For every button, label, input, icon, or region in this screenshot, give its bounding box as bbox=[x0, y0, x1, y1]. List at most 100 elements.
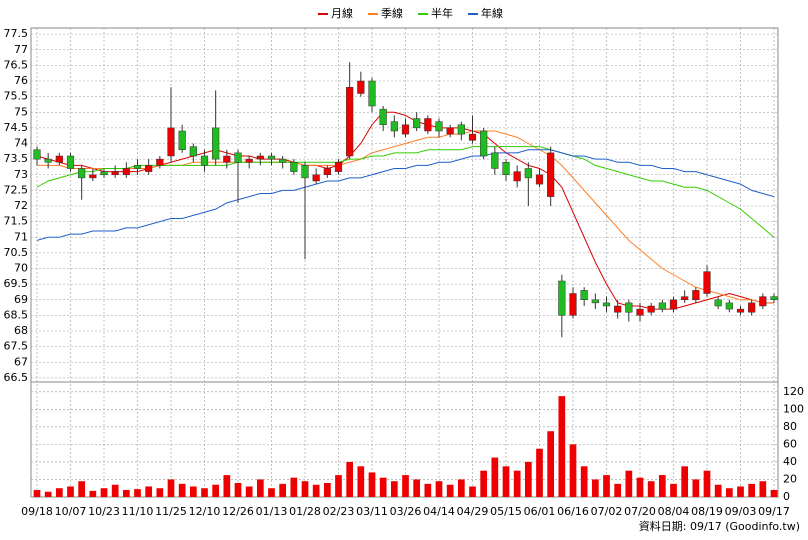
volume-bar bbox=[44, 491, 52, 497]
y-tick-label: 75 bbox=[14, 105, 28, 118]
candle-body bbox=[480, 130, 488, 157]
volume-bar bbox=[725, 488, 733, 497]
volume-bar bbox=[346, 461, 354, 497]
x-tick-label: 11/25 bbox=[155, 505, 187, 518]
candle-body bbox=[457, 124, 465, 135]
x-tick-label: 06/01 bbox=[524, 505, 556, 518]
candle-body bbox=[78, 168, 86, 179]
candle-body bbox=[725, 302, 733, 310]
volume-bar bbox=[145, 486, 153, 497]
x-tick-label: 10/23 bbox=[88, 505, 120, 518]
volume-bar bbox=[212, 484, 220, 497]
candle-body bbox=[346, 87, 354, 157]
x-tick-label: 04/29 bbox=[457, 505, 489, 518]
volume-bar bbox=[167, 479, 175, 497]
volume-bar bbox=[547, 431, 555, 497]
y-tick-label: 70 bbox=[14, 262, 28, 275]
candle-body bbox=[178, 130, 186, 150]
candle-body bbox=[290, 162, 298, 172]
candle-body bbox=[614, 305, 622, 313]
candle-body bbox=[681, 296, 689, 300]
candle-body bbox=[245, 158, 253, 163]
volume-bar bbox=[100, 488, 108, 497]
x-tick-label: 03/26 bbox=[390, 505, 422, 518]
volume-bar bbox=[569, 444, 577, 497]
volume-bar bbox=[647, 481, 655, 497]
candle-body bbox=[547, 152, 555, 197]
candle-body bbox=[89, 174, 97, 179]
volume-tick-label: 80 bbox=[783, 420, 797, 433]
volume-bar bbox=[759, 481, 767, 497]
y-tick-label: 71 bbox=[14, 230, 28, 243]
candle-body bbox=[703, 271, 711, 294]
candle-body bbox=[748, 302, 756, 313]
candle-body bbox=[323, 168, 331, 175]
volume-bar bbox=[323, 482, 331, 497]
candle-body bbox=[189, 146, 197, 157]
x-tick-label: 09/17 bbox=[758, 505, 790, 518]
candle-body bbox=[524, 168, 532, 179]
volume-bar bbox=[245, 486, 253, 497]
candle-body bbox=[413, 118, 421, 129]
y-tick-label: 70.5 bbox=[4, 246, 29, 259]
candle-body bbox=[223, 155, 231, 163]
x-tick-label: 03/11 bbox=[356, 505, 388, 518]
volume-bar bbox=[234, 482, 242, 497]
candle-body bbox=[625, 302, 633, 313]
volume-bar bbox=[201, 488, 208, 497]
volume-bar bbox=[737, 486, 744, 497]
x-tick-label: 07/02 bbox=[591, 505, 623, 518]
y-tick-label: 68.5 bbox=[4, 308, 29, 321]
x-tick-label: 11/10 bbox=[122, 505, 154, 518]
x-tick-label: 12/10 bbox=[189, 505, 221, 518]
x-tick-label: 09/18 bbox=[21, 505, 53, 518]
volume-bar bbox=[591, 479, 599, 497]
volume-bar bbox=[614, 483, 622, 497]
volume-bar bbox=[692, 479, 700, 497]
moving-average-line bbox=[36, 149, 775, 241]
y-tick-label: 73.5 bbox=[4, 152, 29, 165]
x-tick-label: 09/03 bbox=[725, 505, 757, 518]
candle-body bbox=[156, 158, 164, 166]
volume-bar bbox=[435, 481, 443, 497]
x-tick-label: 02/23 bbox=[323, 505, 355, 518]
volume-bar bbox=[156, 488, 164, 497]
volume-bar bbox=[33, 489, 41, 497]
volume-bar bbox=[67, 486, 74, 497]
volume-bar bbox=[189, 486, 197, 497]
volume-bar bbox=[513, 470, 521, 497]
candle-body bbox=[491, 152, 499, 169]
y-tick-label: 75.5 bbox=[4, 90, 29, 103]
legend-label: 年線 bbox=[481, 6, 503, 20]
volume-bar bbox=[268, 488, 275, 497]
volume-bar bbox=[625, 470, 633, 497]
volume-bar bbox=[681, 466, 689, 497]
y-tick-label: 77.5 bbox=[4, 27, 29, 40]
y-tick-label: 68 bbox=[14, 324, 28, 337]
candle-body bbox=[111, 171, 119, 175]
candle-body bbox=[669, 299, 678, 310]
source-note: 資料日期: 09/17 (Goodinfo.tw) bbox=[639, 519, 800, 533]
candle-body bbox=[200, 155, 209, 166]
y-tick-label: 69.5 bbox=[4, 277, 29, 290]
volume-bar bbox=[89, 490, 97, 497]
x-tick-label: 08/04 bbox=[658, 505, 690, 518]
candle-body bbox=[145, 165, 153, 172]
volume-bar bbox=[457, 479, 465, 497]
candle-body bbox=[401, 124, 410, 135]
candle-body bbox=[44, 158, 52, 163]
volume-bar bbox=[714, 484, 722, 497]
volume-bar bbox=[670, 483, 677, 497]
volume-bar bbox=[446, 484, 454, 497]
volume-bar bbox=[703, 470, 711, 497]
volume-bar bbox=[469, 486, 476, 497]
volume-bar bbox=[111, 484, 119, 497]
volume-tick-label: 0 bbox=[783, 490, 790, 503]
y-tick-label: 67 bbox=[14, 355, 28, 368]
candle-body bbox=[256, 155, 264, 160]
volume-bar bbox=[424, 483, 432, 497]
volume-bar bbox=[78, 481, 86, 497]
y-tick-label: 74.5 bbox=[4, 121, 29, 134]
y-tick-label: 66.5 bbox=[4, 371, 29, 384]
